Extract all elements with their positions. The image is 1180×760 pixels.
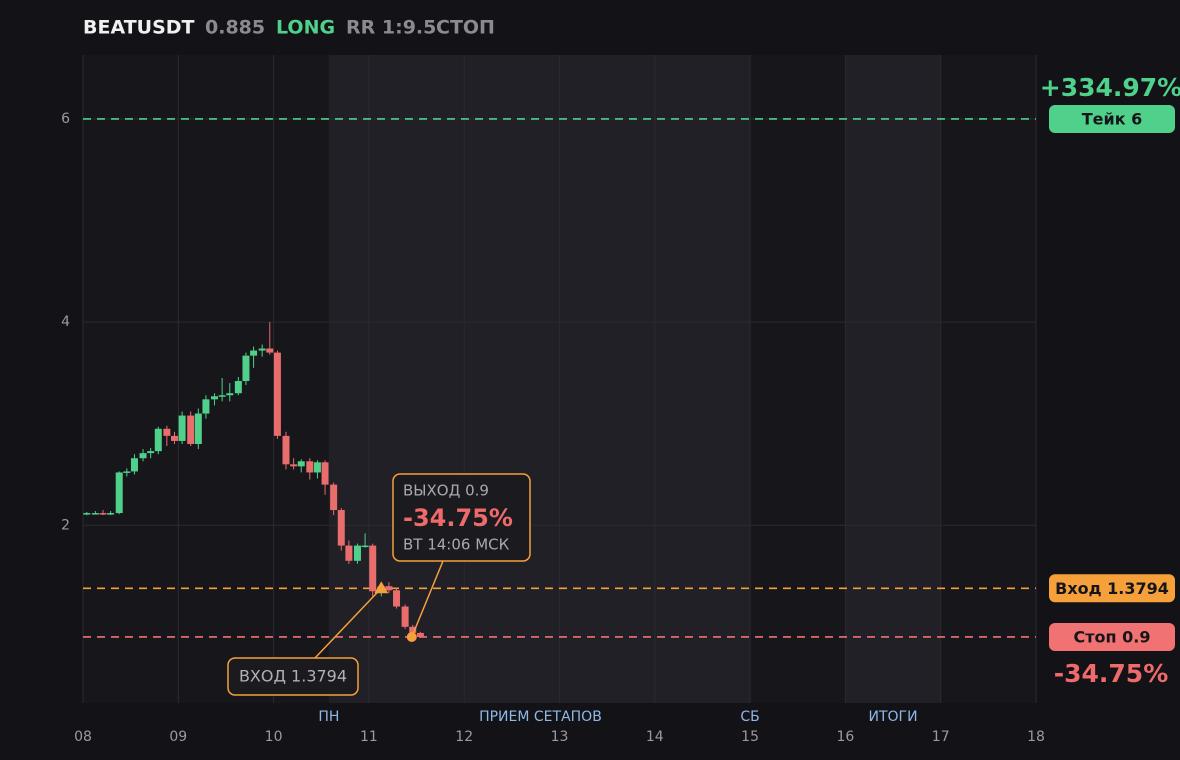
candle-body [139,453,147,459]
y-tick-label: 2 [61,517,70,533]
candle-body [115,472,123,514]
candle-body [345,545,353,561]
x-tick-label: 16 [836,729,854,745]
y-tick-label: 4 [61,314,70,330]
x-tick-label: 12 [455,729,473,745]
session-band [328,55,751,703]
x-tick-label: 13 [551,729,569,745]
x-tick-label: 10 [265,729,283,745]
x-tick-label: 14 [646,729,664,745]
session-label: ПН [318,709,339,725]
x-tick-label: 15 [741,729,759,745]
candle-body [353,545,361,561]
candle-body [107,513,115,515]
candle-body [163,428,171,436]
candle-body [194,413,202,445]
candle-body [242,355,250,382]
candle-body [361,545,369,548]
candle-body [409,626,417,633]
candle-body [154,428,162,452]
candle-body [330,484,338,511]
candle-body [218,395,226,397]
candle-body [123,471,131,473]
candle-body [393,590,401,607]
stop-result: -34.75% [1054,659,1169,688]
level-label: Вход 1.3794 [1055,579,1169,598]
x-tick-label: 11 [360,729,378,745]
candle-body [250,350,258,356]
leader-line [314,587,382,659]
leader-line [411,560,444,638]
candle-body [99,513,107,515]
candle-body [91,513,99,515]
candle-body [385,586,393,591]
risk-reward: RR 1:9.5 [346,17,436,39]
candle-body [226,393,234,396]
candle-body [273,352,281,436]
exit-title: ВЫХОД 0.9 [403,482,489,500]
price: 0.885 [205,17,265,39]
status: СТОП [436,17,495,39]
candle-body [321,462,329,485]
candle-body [306,461,314,473]
candle-body [258,348,266,351]
session-label: ИТОГИ [869,709,918,725]
session-label: СБ [740,709,759,725]
level-tag [1049,574,1175,603]
level-label: Стоп 0.9 [1074,627,1151,646]
candle-body [202,399,210,414]
candle-body [266,348,274,353]
symbol: BEATUSDT [83,17,195,39]
candle-body [178,415,186,441]
exit-marker [406,631,417,642]
level-label: Тейк 6 [1082,109,1143,128]
candle-body [211,396,219,400]
level-tag [1049,622,1175,651]
candle-body [290,464,298,467]
candle-body [282,435,290,465]
candle-body [369,545,377,592]
candle-body [234,381,242,394]
candle-body [83,513,91,515]
side: LONG [276,17,335,39]
x-tick-label: 09 [169,729,187,745]
candle-body [416,632,424,637]
x-tick-label: 18 [1027,729,1045,745]
candle-body [313,462,321,473]
candle-body [297,461,305,467]
x-tick-label: 17 [932,729,950,745]
candle-body [130,458,138,472]
entry-box [227,657,359,696]
exit-result: -34.75% [403,504,513,532]
exit-time: ВТ 14:06 МСК [403,536,510,554]
entry-label: ВХОД 1.3794 [239,667,347,686]
candle-body [401,606,409,627]
candle-body [147,451,155,454]
y-tick-label: 6 [61,111,70,127]
entry-marker [374,581,389,594]
candle-body [170,435,178,441]
session-label: ПРИЕМ СЕТАПОВ [479,709,602,725]
candle-body [187,415,195,445]
session-band [845,55,941,703]
level-tag [1049,104,1175,133]
exit-box [392,473,531,562]
candle-body [337,510,345,546]
x-tick-label: 08 [74,729,92,745]
take-result: +334.97% [1040,73,1180,102]
